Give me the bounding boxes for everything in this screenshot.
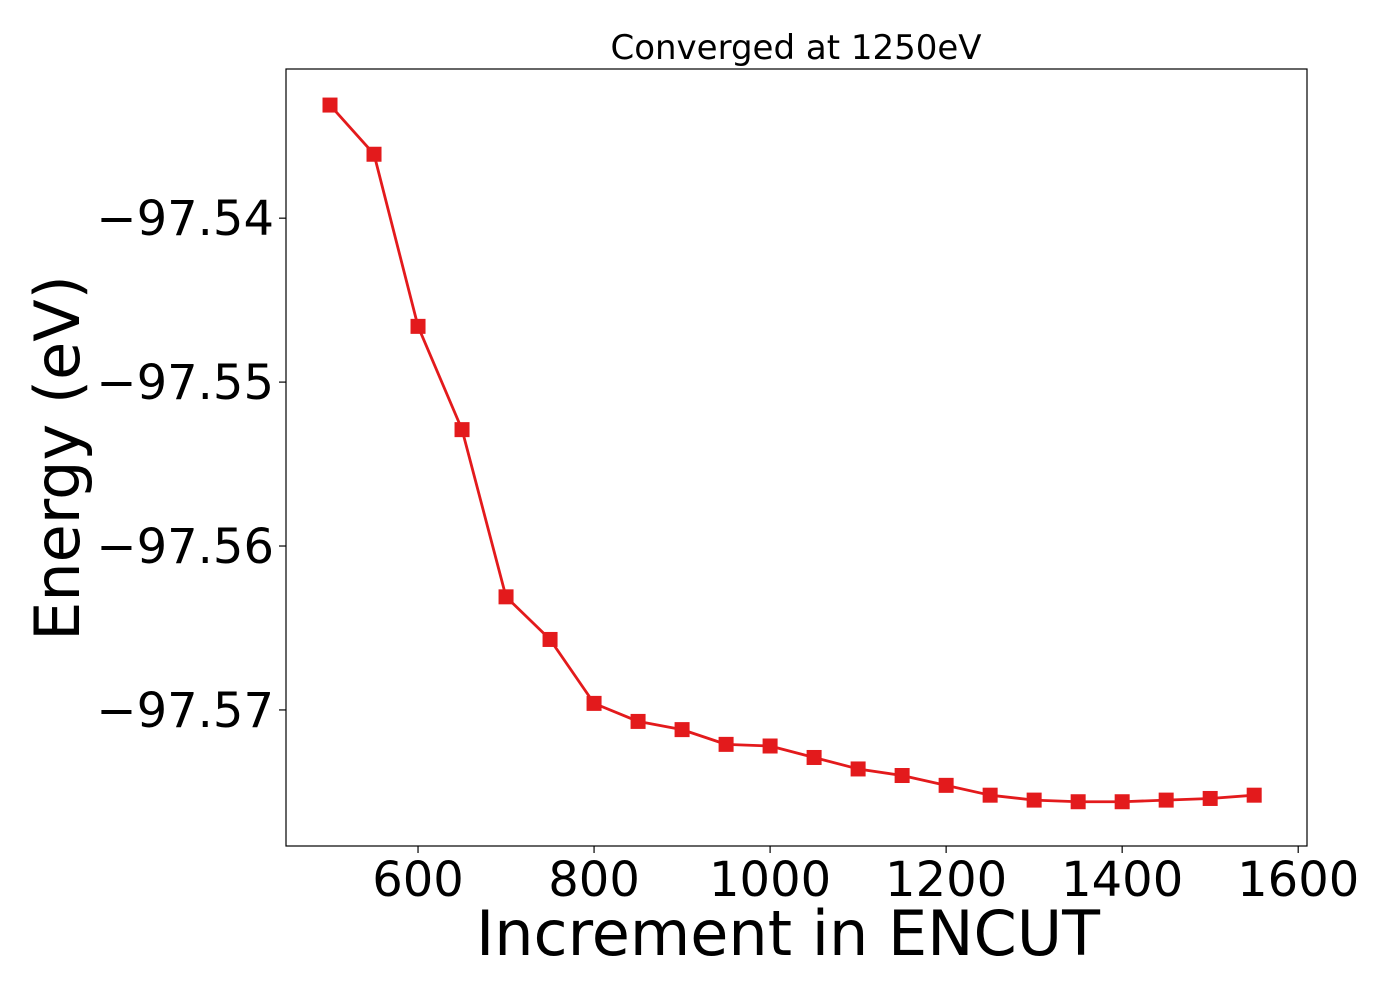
data-point-marker	[630, 713, 646, 729]
x-tick-label: 1200	[885, 852, 1007, 908]
data-point-marker	[1070, 794, 1086, 810]
x-tick-label: 600	[372, 852, 464, 908]
y-axis-label: Energy (eV)	[21, 275, 94, 641]
data-point-marker	[542, 631, 558, 647]
chart-title: Converged at 1250eV	[610, 28, 981, 68]
data-point-marker	[410, 318, 426, 334]
plot-area-frame	[285, 68, 1308, 847]
data-point-marker	[322, 97, 338, 113]
data-point-marker	[938, 777, 954, 793]
data-point-marker	[850, 761, 866, 777]
data-point-marker	[674, 722, 690, 738]
data-point-marker	[1202, 790, 1218, 806]
data-point-marker	[1158, 792, 1174, 808]
y-tick-label: −97.55	[96, 355, 274, 411]
data-point-marker	[1246, 787, 1262, 803]
data-point-marker	[982, 787, 998, 803]
data-point-marker	[762, 738, 778, 754]
data-point-marker	[806, 749, 822, 765]
data-point-marker	[586, 695, 602, 711]
data-point-marker	[454, 422, 470, 438]
series-line	[328, 104, 1255, 804]
data-point-marker	[1026, 792, 1042, 808]
data-point-marker	[718, 736, 734, 752]
x-tick-label: 1000	[709, 852, 831, 908]
x-axis-label: Increment in ENCUT	[476, 897, 1101, 970]
axis-ticks: 600 800 1000 1200 1400 1600 −97.54 −97.55 −97.56…	[96, 191, 1359, 908]
x-tick-label: 1400	[1061, 852, 1183, 908]
y-tick-label: −97.56	[96, 519, 274, 575]
x-tick-label: 1600	[1237, 852, 1359, 908]
data-point-marker	[366, 146, 382, 162]
y-tick-label: −97.54	[96, 191, 274, 247]
x-tick-label: 800	[548, 852, 640, 908]
y-tick-label: −97.57	[96, 683, 274, 739]
data-point-marker	[1114, 794, 1130, 810]
data-series	[322, 97, 1262, 810]
data-point-marker	[894, 768, 910, 784]
data-point-marker	[498, 589, 514, 605]
